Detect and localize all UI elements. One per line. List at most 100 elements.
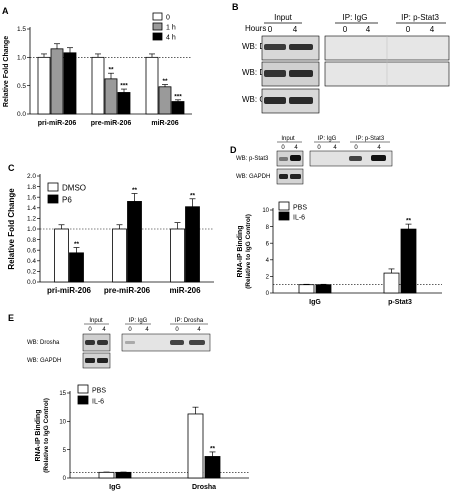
band [349, 156, 362, 161]
band [264, 70, 286, 77]
y-tick-label: 0.5 [17, 83, 26, 90]
blot-e-lane-label: 0 [128, 327, 132, 333]
band [170, 340, 184, 345]
y-axis-label: (Relative to IgG Control) [245, 214, 252, 289]
blot-b-group-label: IP: p-Stat3 [401, 13, 439, 22]
y-tick-label: 15 [59, 391, 66, 397]
legend-label: 4 h [166, 35, 176, 42]
significance-label: ** [74, 241, 80, 248]
blot-e-input-gapdh [82, 352, 111, 369]
band [289, 44, 313, 50]
significance-label: *** [174, 93, 182, 100]
bar [115, 471, 132, 479]
blot-e-row-label: WB: Drosha [27, 340, 60, 346]
blot-d-group-label: IP: p-Stat3 [356, 136, 385, 142]
blot-b-group-label: Input [274, 13, 293, 22]
x-tick-label: miR-206 [151, 120, 178, 127]
y-tick-label: 1.2 [27, 216, 36, 223]
x-tick-label: IgG [109, 484, 121, 491]
band [289, 97, 313, 104]
legend-swatch [152, 32, 163, 41]
y-tick-label: 0.8 [27, 237, 36, 244]
x-tick-label: p-Stat3 [388, 299, 412, 306]
bar [112, 228, 127, 283]
y-tick-label: 4 [266, 258, 270, 264]
y-tick-label: 5 [63, 448, 67, 454]
legend-swatch [47, 182, 59, 192]
y-tick-label: 0 [266, 291, 270, 297]
y-tick-label: 1.5 [17, 26, 26, 33]
y-tick-label: 1.0 [17, 55, 26, 62]
y-tick-label: 0.4 [27, 258, 36, 265]
blot-e: Input IP: IgG IP: Drosha 0 4 0 4 0 4 WB:… [27, 318, 211, 369]
bar [127, 201, 142, 283]
blot-e-row-label: WB: GAPDH [27, 358, 61, 364]
y-tick-label: 1.4 [27, 205, 36, 212]
band [264, 97, 286, 104]
blot-d: Input IP: IgG IP: p-Stat3 0 4 0 4 0 4 WB… [236, 136, 393, 185]
band [290, 155, 301, 161]
x-tick-label: pre-miR-206 [91, 120, 132, 127]
blot-d-lane-label: 4 [377, 145, 381, 151]
panel-letter-c: C [8, 163, 15, 173]
legend-swatch [77, 395, 89, 405]
band [279, 174, 288, 179]
legend-label: 0 [166, 15, 170, 22]
bar [400, 228, 417, 294]
x-tick-label: miR-206 [169, 286, 201, 295]
bar [171, 101, 185, 115]
y-tick-label: 0.0 [27, 279, 36, 286]
blot-d-lane-label: 4 [294, 145, 298, 151]
y-axis-label: Relative Fold Change [7, 188, 16, 270]
panel-letter-b: B [232, 2, 239, 12]
band [85, 358, 95, 363]
band [289, 70, 313, 77]
blot-b-lane-label: 0 [268, 25, 273, 34]
band [85, 340, 95, 345]
legend-label: IL-6 [92, 399, 104, 406]
legend-label: DMSO [62, 184, 86, 193]
bar [117, 92, 131, 115]
bar [37, 56, 51, 115]
y-axis-label: Relative Fold Change [3, 36, 10, 107]
y-tick-label: 0.2 [27, 269, 36, 276]
band [279, 157, 288, 161]
y-tick-label: 8 [266, 225, 270, 231]
blot-b-lane-label: 4 [430, 25, 435, 34]
blot-d-lane-label: 4 [333, 145, 337, 151]
significance-label: ** [210, 445, 216, 452]
bar [145, 56, 159, 115]
bar [69, 252, 84, 283]
blot-e-lane-label: 0 [88, 327, 92, 333]
legend-swatch [152, 12, 163, 21]
bar [298, 284, 315, 294]
y-tick-label: 10 [59, 420, 66, 426]
blot-e-group-label: IP: IgG [129, 318, 148, 324]
blot-e-lane-label: 4 [102, 327, 106, 333]
blot-e-group-label: Input [89, 318, 103, 324]
blot-d-row-label: WB: p-Stat3 [236, 156, 269, 162]
x-tick-label: pre-miR-206 [104, 286, 151, 295]
bar [204, 456, 221, 479]
x-tick-label: pri-miR-206 [47, 286, 92, 295]
panel-letter-e: E [8, 313, 14, 323]
y-tick-label: 1.6 [27, 194, 36, 201]
bar [98, 471, 115, 479]
blot-d-row-label: WB: GAPDH [236, 174, 270, 180]
blot-e-lane-label: 4 [145, 327, 149, 333]
x-tick-label: Drosha [192, 484, 216, 491]
band [264, 44, 286, 50]
blot-d-lane-label: 0 [317, 145, 321, 151]
blot-e-input-drosha [82, 333, 111, 352]
blot-b-lane-label: 4 [366, 25, 371, 34]
blot-b-lane-label: 4 [293, 25, 298, 34]
bar [315, 284, 332, 294]
y-axis-label: (Relative to IgG Control) [43, 398, 50, 473]
band [125, 341, 135, 344]
chart-e: 0 5 10 15 RNA-IP Binding (Relative to IgG Con… [35, 384, 249, 491]
bar [104, 78, 118, 115]
panel-letter-a: A [2, 6, 9, 16]
legend-swatch [152, 22, 163, 31]
bar [383, 272, 400, 294]
